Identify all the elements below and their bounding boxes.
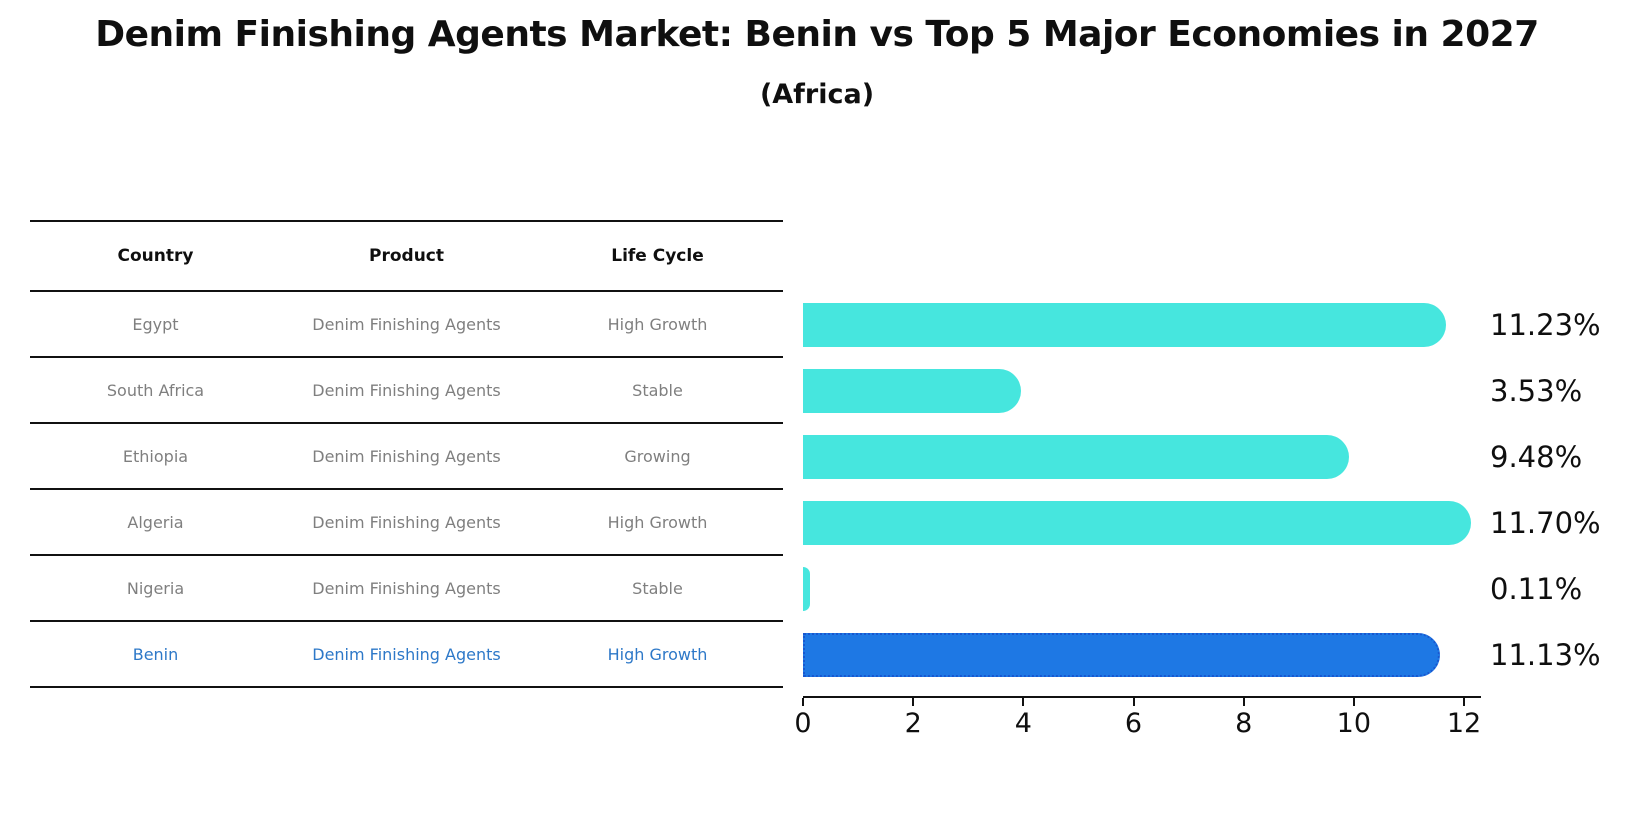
tick-mark [1132,698,1135,706]
cell-life-cycle: Growing [624,446,691,466]
value-label-ethiopia: 9.48% [1490,440,1583,474]
table-header-row: Country Product Life Cycle [30,222,783,292]
tick-mark [1242,698,1245,706]
cell-country: Nigeria [126,578,185,598]
tick-mark [1022,698,1025,706]
value-label-south-africa: 3.53% [1490,374,1583,408]
tick-label: 0 [794,708,812,739]
table-row-nigeria: Nigeria Denim Finishing Agents Stable [30,556,783,622]
cell-country: Algeria [127,512,184,532]
cell-product: Denim Finishing Agents [312,314,501,334]
bar-row-egypt [803,292,1503,358]
chart-title: Denim Finishing Agents Market: Benin vs … [95,14,1539,55]
cell-life-cycle: High Growth [607,512,708,532]
value-label-benin: 11.13% [1490,638,1601,672]
cell-product: Denim Finishing Agents [312,644,501,664]
bar-nigeria [803,567,810,611]
x-axis-line [803,696,1481,698]
country-table: Country Product Life Cycle Egypt Denim F… [30,220,783,688]
bar-egypt [803,303,1446,347]
bar-row-benin [803,622,1503,688]
bar-ethiopia [803,435,1350,479]
cell-life-cycle: Stable [632,380,683,400]
value-label-egypt: 11.23% [1490,308,1601,342]
cell-product: Denim Finishing Agents [312,578,501,598]
bar-benin [803,633,1441,677]
table-row-benin: Benin Denim Finishing Agents High Growth [30,622,783,688]
cell-product: Denim Finishing Agents [312,380,501,400]
bar-row-nigeria [803,556,1503,622]
cell-country: South Africa [106,380,205,400]
tick-mark [802,698,804,706]
cell-country: Egypt [132,314,179,334]
bar-algeria [803,501,1472,545]
table-row-algeria: Algeria Denim Finishing Agents High Grow… [30,490,783,556]
value-label-algeria: 11.70% [1490,506,1601,540]
cell-country: Benin [132,644,179,664]
x-axis: 0 2 4 6 8 10 12 [794,696,1503,756]
tick-label: 2 [904,708,922,739]
tick-label: 10 [1336,708,1372,739]
tick-label: 8 [1235,708,1253,739]
column-header-country: Country [117,246,194,266]
tick-mark [1463,698,1465,706]
column-header-product: Product [369,246,444,266]
tick-label: 12 [1446,708,1482,739]
tick-mark [1352,698,1355,706]
value-label-nigeria: 0.11% [1490,572,1583,606]
bar-south-africa [803,369,1022,413]
tick-label: 6 [1124,708,1143,739]
bar-row-algeria [803,490,1503,556]
table-row-ethiopia: Ethiopia Denim Finishing Agents Growing [30,424,783,490]
table-row-egypt: Egypt Denim Finishing Agents High Growth [30,292,783,358]
tick-mark [912,698,915,706]
table-row-south-africa: South Africa Denim Finishing Agents Stab… [30,358,783,424]
cell-product: Denim Finishing Agents [312,446,501,466]
tick-label: 4 [1014,708,1032,739]
cell-country: Ethiopia [122,446,189,466]
cell-life-cycle: High Growth [607,644,708,664]
cell-life-cycle: High Growth [607,314,708,334]
bar-row-ethiopia [803,424,1503,490]
chart-subtitle: (Africa) [759,79,875,110]
column-header-lifecycle: Life Cycle [611,246,704,266]
bar-row-south-africa [803,358,1503,424]
cell-life-cycle: Stable [632,578,683,598]
cell-product: Denim Finishing Agents [312,512,501,532]
